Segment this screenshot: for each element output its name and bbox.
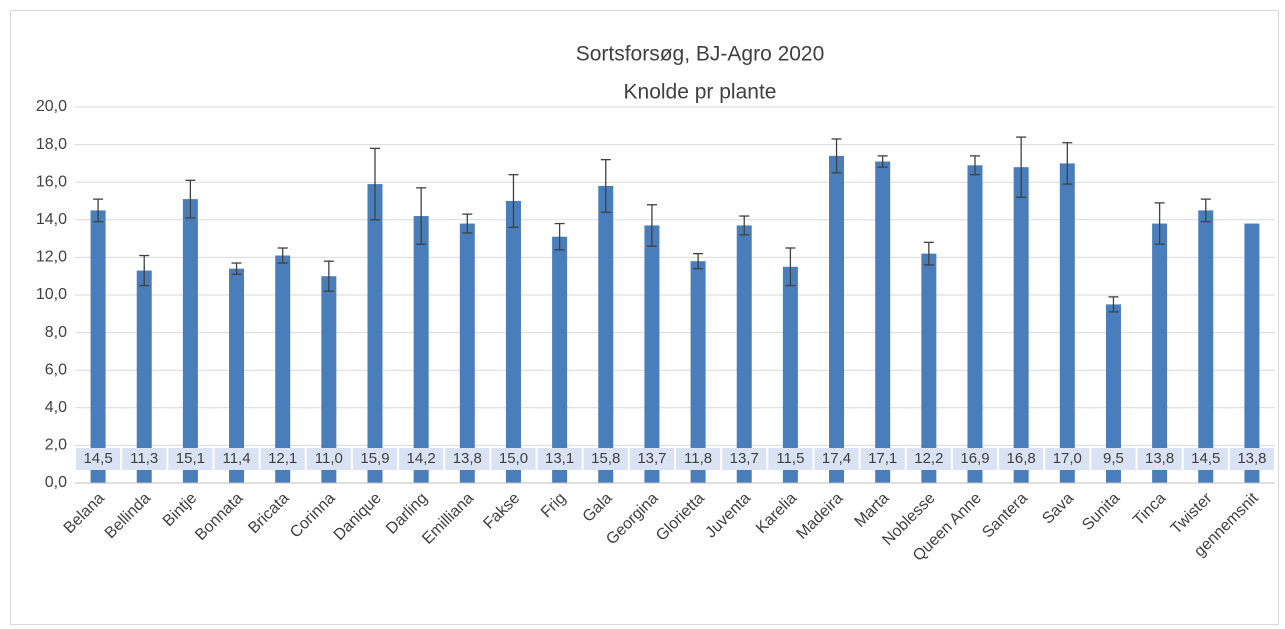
bar: [644, 225, 660, 483]
bar: [1244, 223, 1260, 483]
data-label: 13,8: [1237, 450, 1266, 467]
y-tick-label: 6,0: [45, 361, 67, 378]
data-label-box: [306, 448, 351, 470]
bar: [921, 253, 937, 483]
y-tick-label: 16,0: [36, 173, 67, 190]
data-label: 13,7: [730, 450, 759, 467]
y-tick-label: 12,0: [36, 249, 67, 266]
data-label-box: [768, 448, 813, 470]
data-label: 17,1: [868, 450, 897, 467]
data-label: 17,4: [822, 450, 851, 467]
y-tick-label: 4,0: [45, 399, 67, 416]
data-label-box: [491, 448, 536, 470]
bar: [782, 266, 798, 483]
data-label-box: [1183, 448, 1228, 470]
data-label: 15,1: [176, 450, 205, 467]
data-label: 9,5: [1103, 450, 1124, 467]
bar: [1013, 167, 1029, 483]
data-label-box: [629, 448, 674, 470]
y-tick-label: 2,0: [45, 437, 67, 454]
data-label-box: [260, 448, 305, 470]
bar: [598, 185, 614, 483]
data-label: 13,8: [1145, 450, 1174, 467]
bar: [1059, 163, 1075, 483]
bar: [875, 161, 891, 483]
y-tick-label: 18,0: [36, 136, 67, 153]
data-label-box: [814, 448, 859, 470]
y-tick-label: 14,0: [36, 211, 67, 228]
bar: [967, 165, 983, 483]
data-label: 17,0: [1053, 450, 1082, 467]
data-label-box: [676, 448, 721, 470]
data-label: 13,7: [637, 450, 666, 467]
data-label: 15,8: [591, 450, 620, 467]
y-tick-label: 20,0: [36, 98, 67, 115]
data-label: 11,0: [315, 450, 343, 467]
data-label: 14,5: [1191, 450, 1220, 467]
y-tick-label: 10,0: [36, 286, 67, 303]
data-label: 15,0: [499, 450, 528, 467]
data-label-box: [860, 448, 905, 470]
data-label-box: [399, 448, 444, 470]
data-label-box: [906, 448, 951, 470]
bar: [182, 199, 198, 483]
data-label-box: [952, 448, 998, 470]
bar: [459, 223, 475, 483]
data-label: 13,8: [453, 450, 482, 467]
data-label: 15,9: [360, 450, 389, 467]
bar: [321, 276, 337, 483]
data-label-box: [76, 448, 121, 470]
chart-title: Sortsforsøg, BJ-Agro 2020: [576, 43, 825, 66]
bar: [690, 261, 706, 483]
bar: [552, 236, 568, 483]
bar: [229, 268, 245, 483]
bar: [829, 155, 845, 483]
data-label-box: [999, 448, 1044, 470]
y-tick-label: 8,0: [45, 324, 67, 341]
bar: [505, 201, 521, 483]
y-tick-label: 0,0: [45, 474, 67, 491]
bar: [367, 184, 383, 483]
data-label: 16,9: [960, 450, 989, 467]
data-label-box: [352, 448, 398, 470]
data-label-box: [1229, 448, 1274, 470]
data-label: 11,5: [776, 450, 804, 467]
bar: [136, 270, 152, 483]
data-label: 13,1: [545, 450, 574, 467]
data-label: 12,1: [268, 450, 297, 467]
bar: [736, 225, 752, 483]
bar: [275, 255, 291, 483]
data-label-box: [122, 448, 167, 470]
data-label: 12,2: [914, 450, 943, 467]
data-label-box: [537, 448, 582, 470]
chart-subtitle: Knolde pr plante: [624, 81, 777, 104]
bar: [1105, 304, 1121, 483]
data-label-box: [445, 448, 490, 470]
bar: [90, 210, 106, 483]
data-label-box: [1091, 448, 1136, 470]
data-label-box: [1137, 448, 1182, 470]
data-label: 11,3: [130, 450, 158, 467]
data-label-box: [1045, 448, 1090, 470]
data-label: 16,8: [1007, 450, 1036, 467]
bar: [413, 216, 429, 484]
data-label: 11,8: [684, 450, 712, 467]
data-label: 14,5: [83, 450, 112, 467]
data-label-box: [214, 448, 259, 470]
bar: [1152, 223, 1168, 483]
data-label-box: [168, 448, 213, 470]
bar: [1198, 210, 1214, 483]
data-label-box: [583, 448, 628, 470]
data-label: 14,2: [407, 450, 436, 467]
data-label: 11,4: [222, 450, 250, 467]
data-label-box: [722, 448, 767, 470]
